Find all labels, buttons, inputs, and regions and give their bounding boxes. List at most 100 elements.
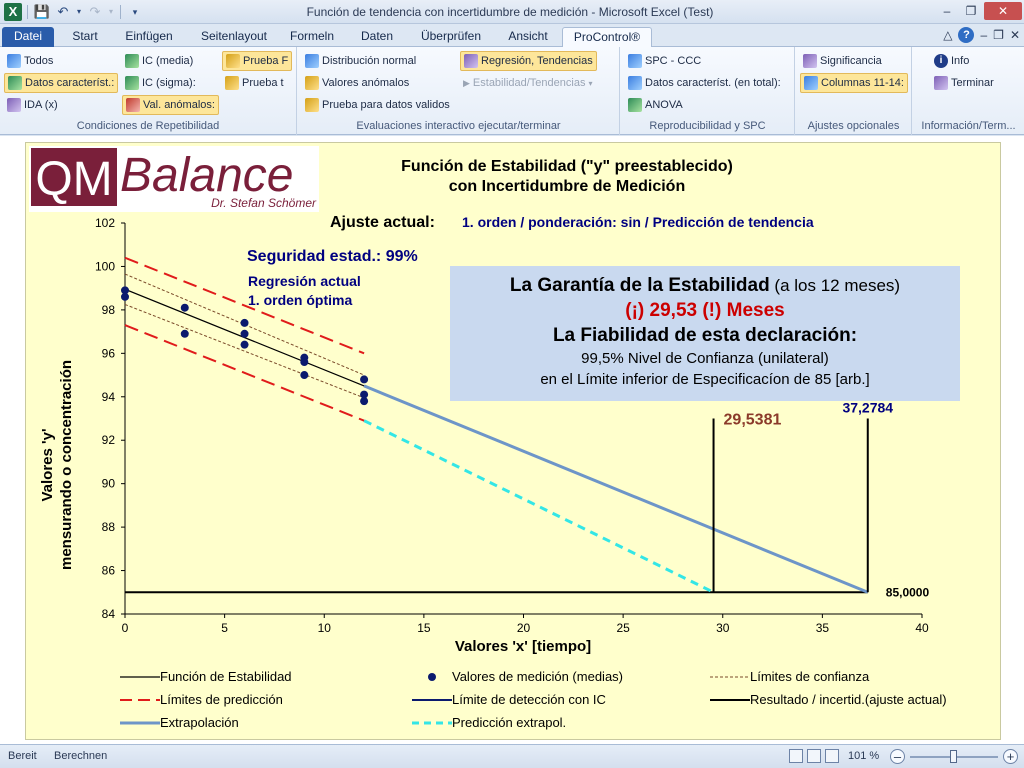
regression-line2: 1. orden óptima [248,292,352,308]
zoom-thumb[interactable] [950,750,957,763]
workbook-minimize-icon[interactable]: – [980,28,988,42]
legend-label: Valores de medición (medias) [452,669,623,684]
valid-data-icon [305,98,319,112]
todos-button[interactable]: Todos [4,51,56,71]
anova-button[interactable]: ANOVA [625,95,686,115]
ida-button[interactable]: IDA (x) [4,95,61,115]
customize-toolbar-icon[interactable]: ▾ [132,7,138,17]
page-break-view-icon[interactable] [825,749,839,763]
info-button[interactable]: i Info [931,51,972,71]
zoom-level[interactable]: 101 % [848,750,880,762]
x-axis-label: Valores 'x' [tiempo] [455,638,591,655]
tab-page-layout[interactable]: Seitenlayout [200,29,268,43]
help-icon[interactable]: ? [958,27,975,43]
x-tick-label: 0 [122,621,129,635]
stability-guarantee-box: La Garantía de la Estabilidad (a los 12 … [450,266,960,401]
chart-area[interactable]: QM Balance Dr. Stefan Schömer Función de… [25,142,1001,740]
minimize-ribbon-icon[interactable]: △ [943,28,953,42]
regresion-button[interactable]: Regresión, Tendencias [460,51,597,71]
y-tick-label: 96 [102,346,116,360]
zoom-in-icon[interactable]: + [1003,749,1018,764]
significancia-button[interactable]: Significancia [800,51,885,71]
distribution-icon [305,54,319,68]
minimize-icon[interactable]: – [943,4,951,18]
worksheet[interactable]: QM Balance Dr. Stefan Schömer Función de… [0,136,1024,744]
undo-icon[interactable]: ↶ [57,4,69,19]
group-info: i Info Terminar Información/Term... [913,47,1024,135]
tab-procontrol[interactable]: ProControl® [562,27,652,47]
zoom-out-icon[interactable]: – [890,749,905,764]
x-tick-label: 25 [616,621,630,635]
confidence-lower-line [124,303,365,399]
y-tick-label: 88 [102,520,116,534]
prueba-t-button[interactable]: Prueba t [222,73,287,93]
undo-dropdown-icon[interactable]: ▾ [76,7,81,16]
security-text: Seguridad estad.: 99% [247,248,418,265]
chart-legend: Función de Estabilidad Valores de medició… [120,669,947,730]
regression-line1: Regresión actual [248,273,361,289]
normal-view-icon[interactable] [789,749,803,763]
tab-data[interactable]: Daten [360,29,394,43]
save-icon[interactable]: 💾 [33,4,51,19]
measurement-point [300,358,309,367]
group-reproducibility: SPC - CCC Datos característ. (en total):… [621,47,795,135]
ic-media-icon [125,54,139,68]
terminar-button[interactable]: Terminar [931,73,997,93]
prediction-upper-line [124,256,365,355]
legend-item: Resultado / incertid.(ajuste actual) [710,692,947,707]
infobox-line4: 99,5% Nivel de Confianza (unilateral) [581,350,829,367]
valores-anomalos-button[interactable]: Valores anómalos [302,73,412,93]
group-label: Reproducibilidad y SPC [649,120,766,132]
info-icon: i [934,54,948,68]
estabilidad-button[interactable]: ▶ Estabilidad/Tendencias ▾ [463,77,593,89]
prueba-t-icon [225,76,239,90]
legend-item: Límite de detección con IC [412,692,606,707]
ic-media-button[interactable]: IC (media) [122,51,196,71]
toolbar-divider [120,5,121,19]
outlier-icon [305,76,319,90]
y-tick-label: 100 [95,259,115,273]
prueba-f-icon [226,54,240,68]
measurement-point [360,375,369,384]
prueba-f-button[interactable]: Prueba F [222,51,293,71]
tab-insert[interactable]: Einfügen [125,29,173,43]
tab-view[interactable]: Ansicht [508,29,548,43]
workbook-close-icon[interactable]: ✕ [1009,28,1020,42]
tab-formulas[interactable]: Formeln [289,29,334,43]
datos-caract-button[interactable]: Datos característ.: [4,73,119,93]
spc-ccc-button[interactable]: SPC - CCC [625,51,704,71]
group-label: Información/Term... [921,120,1016,132]
ribbon-tab-row: Datei Start Einfügen Seitenlayout Formel… [0,24,1024,47]
limit-label: 85,0000 [886,585,930,599]
redo-icon[interactable]: ↷ [89,4,101,19]
dropdown-icon: ▾ [588,78,593,88]
group-label: Ajustes opcionales [807,120,900,132]
excel-app-icon[interactable]: X [4,3,22,21]
tab-start[interactable]: Start [72,29,98,43]
prueba-datos-button[interactable]: Prueba para datos validos [302,95,453,115]
restore-icon[interactable]: ❐ [965,4,977,18]
close-icon[interactable]: ✕ [984,2,1022,20]
columnas-button[interactable]: Columnas 11-14: [800,73,908,93]
page-layout-view-icon[interactable] [807,749,821,763]
status-calculate: Berechnen [54,750,108,762]
legend-label: Límites de predicción [160,692,283,707]
quick-access-toolbar: X 💾 ↶ ▾ ↷ ▾ ▾ [4,2,144,22]
zoom-slider[interactable]: – + [890,749,1018,765]
redo-dropdown-icon[interactable]: ▾ [108,7,113,16]
measurement-point [121,292,129,301]
stability-chart[interactable]: QM Balance Dr. Stefan Schömer Función de… [26,143,1002,741]
ic-sigma-button[interactable]: IC (sigma): [122,73,199,93]
tab-review[interactable]: Überprüfen [420,29,482,43]
measurement-point [180,303,189,312]
val-anomalos-button[interactable]: Val. anómalos: [122,95,219,115]
legend-marker-swatch [428,673,436,681]
datos-total-button[interactable]: Datos característ. (en total): [625,73,784,93]
ida-icon [7,98,21,112]
workbook-restore-icon[interactable]: ❐ [993,28,1004,42]
chart-title-line2: con Incertidumbre de Medición [449,178,685,195]
subtitle-value: 1. orden / ponderación: sin / Predicción… [462,214,814,230]
distribucion-button[interactable]: Distribución normal [302,51,419,71]
tab-file[interactable]: Datei [2,27,54,47]
result-label-1: 29,5381 [724,412,782,429]
